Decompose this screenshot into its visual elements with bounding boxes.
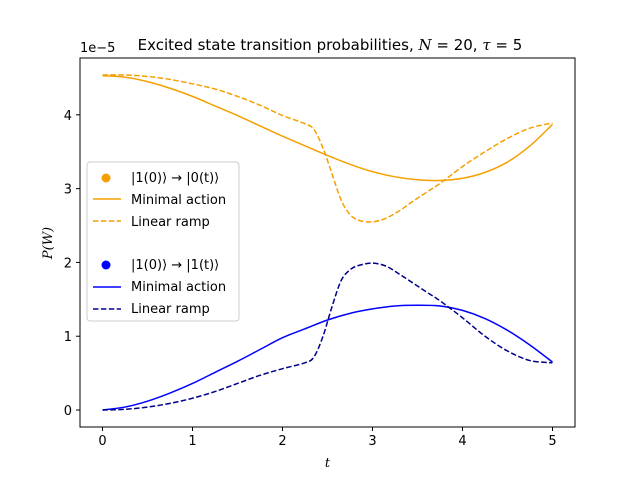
legend-label-group-1-minimal: Minimal action <box>131 280 226 295</box>
legend: |1(0)⟩ → |0(t)⟩ Minimal action Linear ra… <box>86 161 240 322</box>
y-axis-label: P(W) <box>41 227 56 260</box>
series-line-0-minimal-action <box>102 74 554 182</box>
x-tick-label-4: 4 <box>458 434 466 449</box>
x-tick-label-0: 0 <box>98 434 106 449</box>
x-tick-label-1: 1 <box>188 434 196 449</box>
y-tick-label-3: 3 <box>64 183 72 198</box>
y-offset-text: 1e−5 <box>80 41 115 56</box>
y-tick-label-1: 1 <box>64 330 72 345</box>
series-line-2-minimal-action <box>102 304 553 411</box>
series-line-1-linear-ramp <box>102 74 553 223</box>
legend-marker-group-0 <box>101 173 111 183</box>
chart-title: Excited state transition probabilities, … <box>138 36 523 54</box>
x-tick-label-5: 5 <box>548 434 556 449</box>
plot-frame <box>79 57 576 428</box>
legend-label-group-1-linear: Linear ramp <box>131 302 210 317</box>
y-tick-label-4: 4 <box>64 109 72 124</box>
legend-header-group-0: |1(0)⟩ → |0(t)⟩ <box>131 171 219 186</box>
legend-marker-group-1 <box>101 260 111 270</box>
x-axis-label: t <box>325 456 331 471</box>
legend-label-group-0-linear: Linear ramp <box>131 215 210 230</box>
legend-frame <box>86 161 240 322</box>
legend-header-group-1: |1(0)⟩ → |1(t)⟩ <box>131 258 219 273</box>
y-tick-label-2: 2 <box>64 256 72 271</box>
x-tick-label-2: 2 <box>278 434 286 449</box>
series-line-3-linear-ramp <box>102 262 553 411</box>
legend-label-group-0-minimal: Minimal action <box>131 193 226 208</box>
x-axis-ticks: 0 1 2 3 4 5 <box>98 427 557 449</box>
series-layer <box>102 74 554 411</box>
x-tick-label-3: 3 <box>368 434 376 449</box>
y-tick-label-0: 0 <box>64 404 72 419</box>
y-axis-ticks: 0 1 2 3 4 <box>64 109 80 419</box>
